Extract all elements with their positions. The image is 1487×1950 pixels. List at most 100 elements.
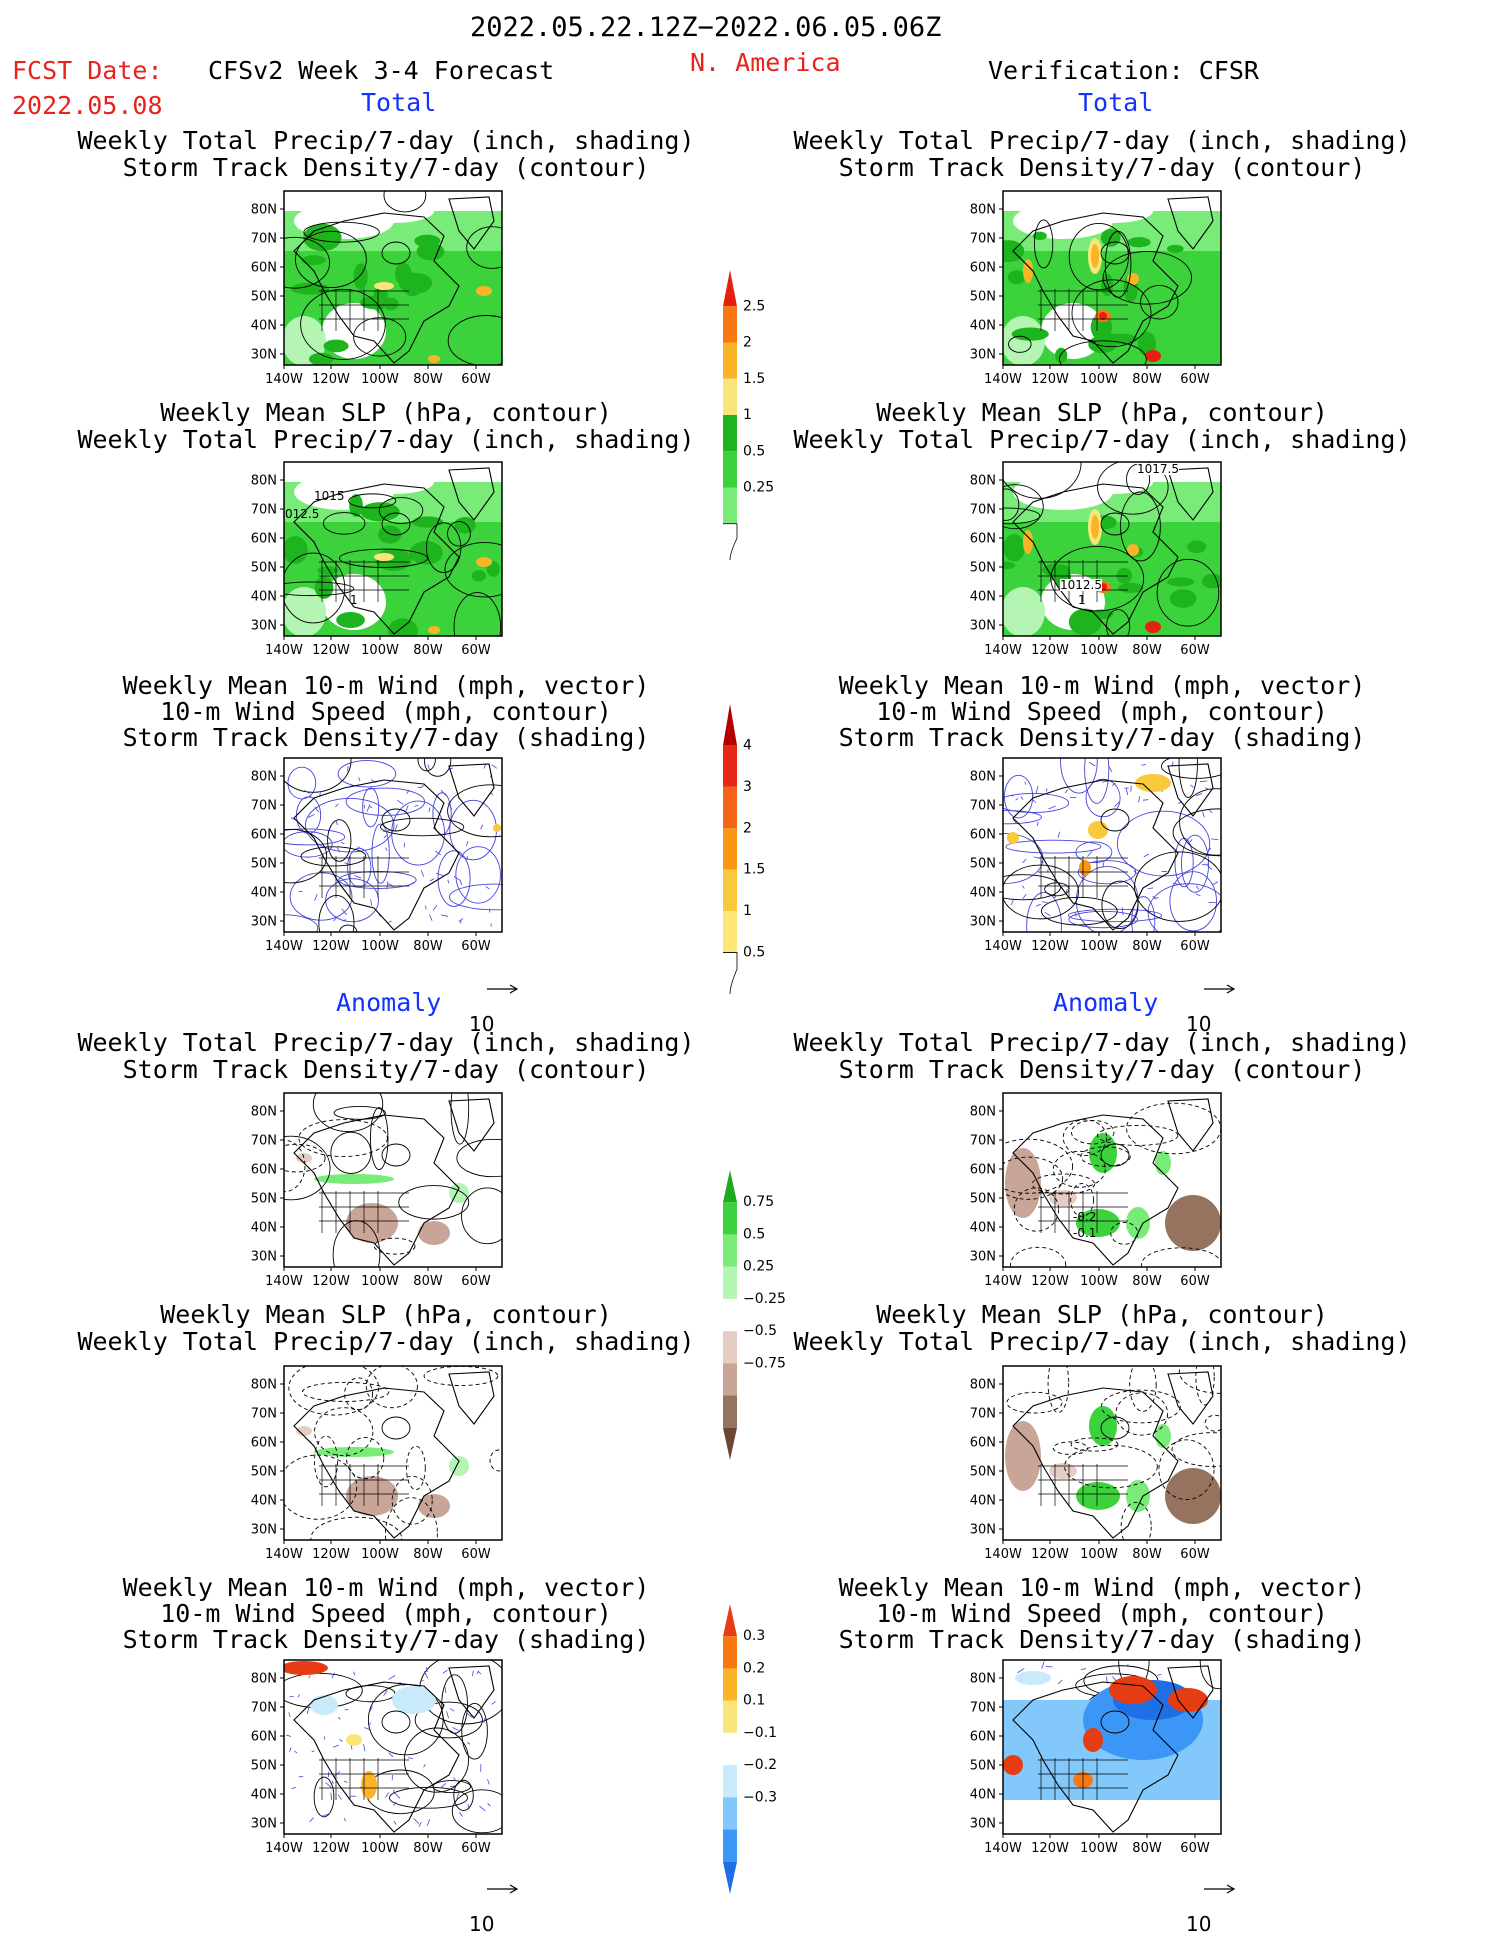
lon-tick-label: 80W bbox=[413, 372, 443, 385]
lon-tick-label: 60W bbox=[461, 1841, 491, 1854]
lat-tick-label: 80N bbox=[251, 203, 277, 218]
lon-tick-label: 80W bbox=[1132, 939, 1162, 952]
colorbar-label: −0.75 bbox=[743, 1355, 786, 1371]
lat-tick-label: 80N bbox=[251, 770, 277, 785]
vector-ref-vf-total: 10 bbox=[1184, 966, 1237, 1050]
lat-tick-label: 60N bbox=[970, 1436, 996, 1451]
contour-label-fc-slp-1012: 012.5 bbox=[285, 508, 319, 520]
lat-tick-label: 70N bbox=[251, 799, 277, 814]
total-label-left: Total bbox=[361, 90, 436, 115]
map-background bbox=[1003, 758, 1221, 932]
lon-tick-label: 120W bbox=[312, 939, 350, 952]
precip-shading-dark bbox=[992, 240, 1024, 262]
lat-tick-label: 80N bbox=[251, 1672, 277, 1687]
wind-vector bbox=[324, 1736, 325, 1739]
vector-ref-value: 10 bbox=[1186, 1914, 1237, 1934]
lat-tick-label: 30N bbox=[251, 915, 277, 930]
map-layer bbox=[992, 191, 1221, 378]
track-shading bbox=[493, 824, 501, 832]
wet-anomaly bbox=[449, 1456, 469, 1476]
colorbar-segment bbox=[723, 1331, 737, 1363]
dry-region bbox=[354, 470, 434, 494]
precip-shading-dark bbox=[1170, 589, 1197, 608]
lat-tick-label: 40N bbox=[251, 1494, 277, 1509]
lat-tick-label: 80N bbox=[251, 1378, 277, 1393]
colorbar-segment bbox=[723, 415, 737, 451]
lat-tick-label: 40N bbox=[970, 319, 996, 334]
verification-label: Verification: CFSR bbox=[988, 58, 1259, 83]
fcst-date-label: FCST Date: bbox=[12, 58, 163, 83]
lon-tick-label: 60W bbox=[1180, 372, 1210, 385]
colorbar-anom-precip: 0.750.50.25−0.25−0.5−0.75 bbox=[720, 1168, 820, 1468]
title-vf-total-wind-1: Weekly Mean 10-m Wind (mph, vector) bbox=[752, 673, 1452, 698]
colorbar-top-arrow bbox=[723, 1170, 737, 1202]
lat-tick-label: 70N bbox=[970, 503, 996, 518]
precip-shading-dark bbox=[1167, 245, 1184, 253]
map-layer bbox=[975, 456, 1224, 643]
precip-shading-dark bbox=[399, 273, 432, 294]
track-anomaly-negative bbox=[392, 1686, 436, 1714]
wet-anomaly bbox=[1089, 1133, 1117, 1173]
lat-tick-label: 80N bbox=[970, 203, 996, 218]
colorbar-tail bbox=[723, 524, 737, 560]
title-fc-anom-precip-1: Weekly Total Precip/7-day (inch, shading… bbox=[36, 1030, 736, 1055]
dry-anomaly bbox=[1005, 1421, 1041, 1491]
lat-tick-label: 60N bbox=[251, 1730, 277, 1745]
colorbar-top-arrow bbox=[723, 704, 737, 745]
lon-tick-label: 60W bbox=[461, 643, 491, 656]
vector-arrow-icon bbox=[1203, 1883, 1237, 1895]
track-anomaly-negative bbox=[310, 1695, 338, 1715]
dry-region bbox=[1001, 587, 1045, 637]
lat-tick-label: 40N bbox=[970, 886, 996, 901]
map-layer bbox=[277, 1654, 512, 1834]
lat-tick-label: 60N bbox=[251, 532, 277, 547]
lat-tick-label: 80N bbox=[970, 474, 996, 489]
map-layer bbox=[972, 1654, 1231, 1834]
colorbar-segment bbox=[723, 343, 737, 379]
precip-shading-dark bbox=[1127, 237, 1150, 247]
lon-tick-label: 60W bbox=[461, 372, 491, 385]
colorbar-label: 3 bbox=[743, 779, 752, 795]
vector-ref-value: 10 bbox=[469, 1914, 520, 1934]
colorbar-segment bbox=[723, 379, 737, 415]
heavy-precip bbox=[428, 355, 440, 363]
lon-tick-label: 100W bbox=[1080, 1547, 1118, 1560]
precip-shading-dark bbox=[388, 618, 418, 643]
lon-tick-label: 60W bbox=[461, 1547, 491, 1560]
colorbar-segment bbox=[723, 1267, 737, 1299]
wind-vector bbox=[1143, 800, 1148, 801]
precip-shading-dark bbox=[301, 255, 326, 265]
lon-tick-label: 60W bbox=[461, 939, 491, 952]
lon-tick-label: 120W bbox=[312, 1547, 350, 1560]
colorbar-label: 0.5 bbox=[743, 1226, 765, 1242]
colorbar-segment bbox=[723, 870, 737, 911]
lat-tick-label: 70N bbox=[970, 1134, 996, 1149]
colorbar-segment bbox=[723, 488, 737, 524]
lon-tick-label: 140W bbox=[984, 372, 1022, 385]
heavy-precip bbox=[1091, 244, 1099, 268]
vector-ref-fc-anom: 10 bbox=[467, 1866, 520, 1950]
colorbar-label: 2 bbox=[743, 820, 752, 836]
contour-label-vf-slp-1017: 1017.5 bbox=[1137, 463, 1179, 475]
lon-tick-label: 120W bbox=[1031, 1841, 1069, 1854]
heavy-precip bbox=[428, 626, 440, 634]
model-title: CFSv2 Week 3-4 Forecast bbox=[208, 58, 554, 83]
title-fc-total-precip-2: Storm Track Density/7-day (contour) bbox=[36, 155, 736, 180]
precip-shading-dark bbox=[360, 502, 399, 521]
lat-tick-label: 50N bbox=[251, 1465, 277, 1480]
colorbar-label: −0.3 bbox=[743, 1789, 777, 1805]
track-anomaly-positive bbox=[280, 1661, 328, 1675]
lon-tick-label: 140W bbox=[265, 1547, 303, 1560]
lon-tick-label: 100W bbox=[361, 1547, 399, 1560]
colorbar-label: 1 bbox=[743, 903, 752, 919]
lat-tick-label: 40N bbox=[251, 1221, 277, 1236]
colorbar-label: −0.1 bbox=[743, 1725, 777, 1741]
dry-anomaly bbox=[1049, 1463, 1077, 1479]
lat-tick-label: 50N bbox=[970, 1192, 996, 1207]
map-layer bbox=[251, 1087, 512, 1287]
precip-shading-dark bbox=[454, 517, 476, 533]
lat-tick-label: 30N bbox=[251, 1817, 277, 1832]
